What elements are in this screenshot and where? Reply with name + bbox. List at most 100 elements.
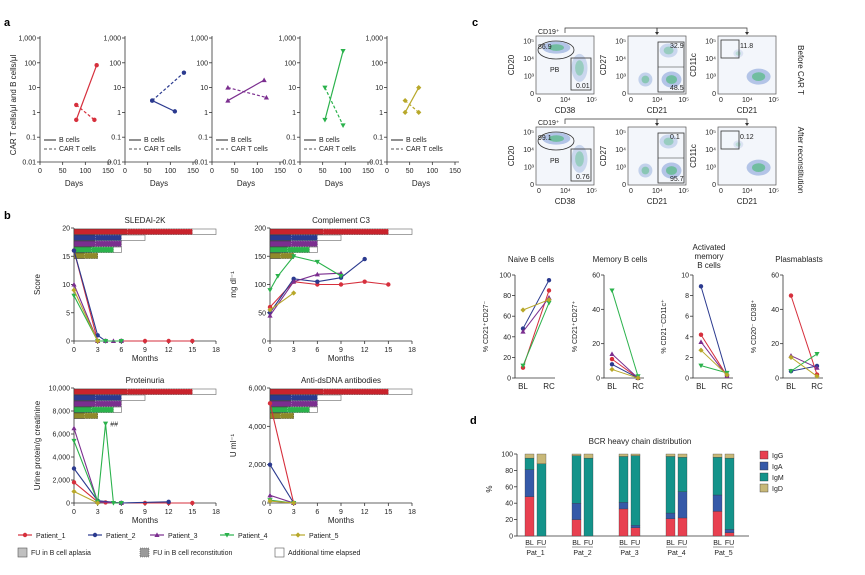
arrow-head [655, 32, 659, 35]
facs-xtick: 0 [719, 188, 723, 195]
ytick-label: 10 [62, 282, 70, 289]
legend-IgG-swatch [759, 450, 769, 460]
subset-point [698, 339, 704, 344]
legend-cart: CAR T cells [59, 146, 96, 153]
subset-line [522, 299, 550, 311]
a-xtick-label: 50 [231, 168, 239, 175]
facs-xlabel: CD21 [647, 197, 668, 206]
legend-marker [92, 532, 98, 538]
patient-legend: Patient_1 Patient_2 Patient_3 Patient_4 Pati… [17, 532, 360, 558]
ytick-label: 8 [685, 293, 689, 300]
b-cell-line [404, 87, 420, 113]
x-rc: RC [632, 382, 644, 391]
facs-ytick: 10⁴ [705, 147, 716, 154]
ytick-label: 40 [505, 501, 513, 508]
fu-bar-reconstitution [91, 406, 114, 413]
fu-bar-reconstitution [280, 252, 294, 259]
xlabel: Months [132, 354, 158, 363]
car-t-line [75, 104, 95, 121]
facs-xlabel: CD21 [737, 197, 758, 206]
facs-xtick: 0 [629, 188, 633, 195]
bar-IgA [571, 503, 582, 520]
c3-point [338, 282, 344, 287]
subset-point [698, 332, 704, 337]
xtick-label: 12 [361, 509, 369, 516]
dsdna-line-Patient_1 [269, 403, 295, 504]
bar-IgA [677, 491, 688, 519]
a-xtick-label: 100 [251, 168, 263, 175]
c3-point [267, 312, 273, 318]
bar-IgD [571, 453, 582, 456]
facs-ytick: 0 [622, 91, 626, 98]
c3-title: Complement C3 [312, 216, 370, 225]
legend-cart: CAR T cells [406, 146, 443, 153]
legend-bcells: B cells [59, 137, 80, 144]
a-ytick-label: 0.01 [107, 160, 121, 167]
sledai-point [71, 248, 77, 253]
dsdna-line-Patient_2 [269, 464, 295, 504]
facs-xlabel: CD21 [647, 106, 668, 115]
prot-point [71, 488, 77, 495]
facs-density [733, 140, 744, 149]
a-xlabel: Days [65, 179, 83, 188]
a-ytick-label: 100 [371, 60, 383, 67]
ytick-label: 15 [62, 254, 70, 261]
legend-cart: CAR T cells [144, 146, 181, 153]
bar-IgA [630, 525, 641, 528]
car-t-line [227, 87, 267, 99]
facs-value: 0.12 [740, 134, 754, 141]
facs-ytick: 10⁵ [615, 38, 626, 45]
car-t-line [324, 87, 344, 126]
a-xtick-label: 0 [210, 168, 214, 175]
a-ytick-label: 1,000 [18, 36, 36, 43]
panel-label-d: d [470, 415, 477, 427]
a-xtick-label: 150 [187, 168, 199, 175]
legend-marker [295, 532, 301, 538]
sledai-point [71, 293, 77, 299]
bar-IgG [630, 527, 641, 537]
facs-xlabel: CD38 [555, 106, 576, 115]
a-xtick-label: 100 [426, 168, 438, 175]
a-point [322, 117, 328, 123]
x-rc: RC [543, 382, 555, 391]
subset-line [522, 297, 550, 332]
a-ytick-label: 0.1 [373, 135, 383, 142]
a-ytick-label: 10 [113, 85, 121, 92]
c3-point [267, 288, 273, 293]
a-ytick-label: 0.01 [194, 160, 208, 167]
legend-IgD-swatch [759, 483, 769, 493]
subset-axes [603, 275, 644, 379]
a-ytick-label: 100 [196, 60, 208, 67]
fu-bar-reconstitution [291, 234, 318, 241]
a-xtick-label: 100 [79, 168, 91, 175]
gate-arrow [564, 118, 658, 125]
facs-ytick: 10³ [524, 73, 535, 80]
ytick-label: 0 [775, 376, 779, 383]
sledai-point [118, 339, 124, 344]
facs-ytick: 0 [622, 182, 626, 189]
ytick-label: 2,000 [52, 478, 70, 485]
gate-cd19 [537, 131, 575, 151]
a-xtick-label: 0 [38, 168, 42, 175]
facs-density [638, 72, 653, 87]
facs-ytick: 10⁴ [615, 56, 626, 63]
xtick-label: 15 [188, 347, 196, 354]
subset-point [520, 329, 526, 334]
facs-ytick: 10³ [706, 73, 717, 80]
subset-line [522, 302, 550, 366]
subset-line [790, 295, 818, 375]
facs-density [659, 134, 678, 149]
xtick-label: 12 [361, 347, 369, 354]
xtick-label: 0 [268, 509, 272, 516]
ytick-label: 2,000 [248, 462, 266, 469]
facs-xtick: 10⁴ [560, 97, 571, 104]
facs-density-core [663, 137, 674, 146]
facs-ylabel: CD11c [689, 53, 698, 77]
ytick-label: 60 [592, 273, 600, 280]
facs-value: 48.5 [670, 85, 684, 92]
subset-point [546, 288, 552, 293]
a-point [261, 77, 267, 83]
fu-bar-reconstitution [280, 412, 294, 419]
c3-point [338, 274, 344, 279]
x-bl: BL [696, 382, 706, 391]
